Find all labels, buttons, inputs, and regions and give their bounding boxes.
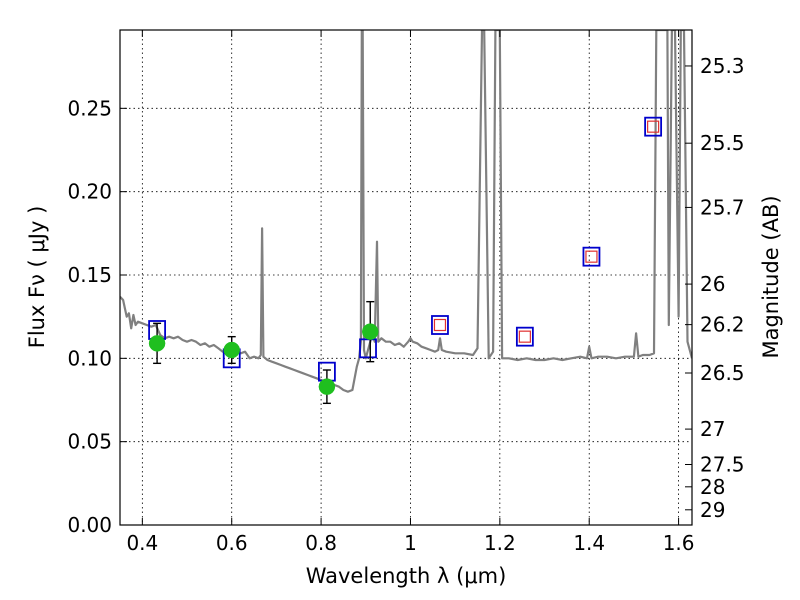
y2-tick-label: 27.5 xyxy=(700,452,745,476)
x-axis-title: Wavelength λ (μm) xyxy=(306,564,507,588)
y2-tick-label: 25.7 xyxy=(700,195,745,219)
upper-limit-square xyxy=(518,330,531,343)
upper-limit-square xyxy=(647,120,660,133)
x-tick-label: 0.8 xyxy=(305,531,337,555)
y-tick-label: 0.00 xyxy=(67,513,112,537)
plot-frame xyxy=(119,29,693,526)
x-tick-label: 1.2 xyxy=(484,531,516,555)
upper-limit-square xyxy=(585,250,598,263)
model-flux-square xyxy=(515,326,534,347)
x-tick-label: 1.4 xyxy=(573,531,605,555)
model-flux-square xyxy=(582,246,601,267)
y-axis-title: Flux Fν ( μJy ) xyxy=(25,206,49,349)
model-flux-square xyxy=(644,116,663,137)
y-tick-label: 0.20 xyxy=(67,180,112,204)
y-tick-label: 0.10 xyxy=(67,346,112,370)
observed-flux-point xyxy=(318,378,336,395)
y2-tick-label: 26 xyxy=(700,272,725,296)
observed-flux-point xyxy=(362,323,379,340)
y2-tick-label: 27 xyxy=(700,417,725,441)
y-tick-label: 0.25 xyxy=(67,96,112,120)
y2-axis-title: Magnitude (AB) xyxy=(759,195,783,358)
x-axis: 0.4 0.6 0.8 1 1.2 1.4 1.6 xyxy=(126,30,695,555)
observed-flux-point xyxy=(223,341,240,359)
markers-group xyxy=(148,116,663,405)
model-flux-square xyxy=(431,315,449,335)
upper-limit-square xyxy=(433,318,447,332)
y2-tick-label: 26.5 xyxy=(700,361,745,385)
plot-background xyxy=(120,30,692,525)
y-axis: 0.00 0.05 0.10 0.15 0.20 0.25 xyxy=(67,96,127,537)
x-tick-label: 1 xyxy=(404,531,417,555)
x-tick-label: 0.4 xyxy=(126,531,158,555)
y2-tick-label: 28 xyxy=(700,475,725,499)
y2-tick-label: 25.3 xyxy=(700,54,745,78)
y-tick-label: 0.15 xyxy=(67,263,112,287)
y2-tick-label: 25.5 xyxy=(700,131,745,155)
y2-tick-label: 26.2 xyxy=(700,313,745,337)
y2-tick-label: 29 xyxy=(700,498,725,522)
observed-flux-point xyxy=(148,335,166,352)
x-tick-label: 0.6 xyxy=(216,531,248,555)
x-tick-label: 1.6 xyxy=(663,531,695,555)
y-tick-label: 0.05 xyxy=(67,430,112,454)
